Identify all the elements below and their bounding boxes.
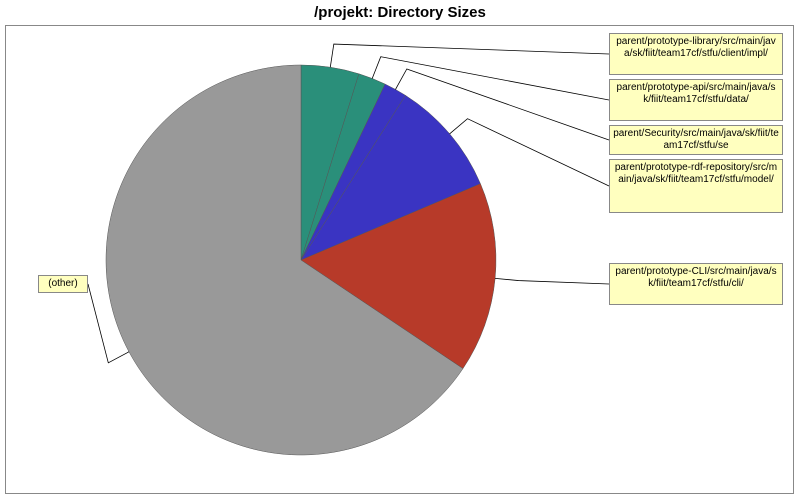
leader-line [330, 44, 609, 67]
slice-label: parent/prototype-library/src/main/java/s… [609, 33, 783, 75]
slice-label: parent/prototype-CLI/src/main/java/sk/fi… [609, 263, 783, 305]
slice-label: parent/Security/src/main/java/sk/fiit/te… [609, 125, 783, 155]
slice-label: parent/prototype-rdf-repository/src/main… [609, 159, 783, 213]
slice-label: parent/prototype-api/src/main/java/sk/fi… [609, 79, 783, 121]
chart-title: /projekt: Directory Sizes [0, 4, 800, 21]
leader-line [495, 278, 609, 284]
slice-label: (other) [38, 275, 88, 293]
leader-line [372, 57, 609, 100]
